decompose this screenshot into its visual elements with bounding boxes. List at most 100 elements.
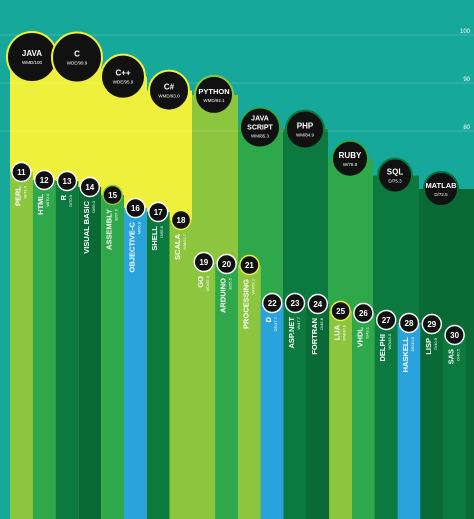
rank-bar-13	[55, 181, 79, 519]
top-circle-9	[377, 157, 413, 194]
rank-number-21: 21	[245, 261, 254, 270]
rank-number-18: 18	[177, 216, 186, 225]
rank-value-label-30: D/40.5	[456, 348, 461, 361]
rank-value-label-16: M/66.8	[136, 221, 141, 234]
rank-bar-12	[32, 180, 56, 519]
rank-value-label-21: WD/53.2	[250, 278, 255, 294]
rank-value-label-13: D/70.0	[68, 194, 73, 207]
rank-name-19: GO	[196, 276, 205, 288]
rank-circle-25	[330, 300, 351, 322]
rank-value-label-17: D/65.5	[159, 225, 164, 238]
rank-circle-15	[102, 184, 123, 206]
rank-value-label-27: WD/43.0	[387, 333, 392, 349]
rank-bar-17	[146, 212, 170, 519]
rank-bar-27	[374, 320, 398, 519]
top-value-label-2: WDE/99.9	[67, 60, 88, 65]
rank-value-label-19: WD/55.6	[205, 275, 210, 291]
rank-bar-29	[420, 324, 444, 519]
top-circle-2	[51, 31, 103, 84]
rank-value-label-11: W/71.4	[22, 185, 27, 198]
rank-name-22: D	[264, 316, 273, 322]
rank-value-label-20: E/55.5	[228, 277, 233, 289]
rank-value-label-23: W/47.7	[296, 316, 301, 329]
top-value-label-6: WM/85.3	[251, 134, 270, 139]
rank-number-25: 25	[336, 307, 345, 316]
top-circle-10	[423, 171, 459, 207]
rank-circle-23	[284, 292, 306, 314]
rank-bar-24	[306, 304, 330, 519]
rank-bar-26	[352, 313, 375, 519]
rank-circle-19	[193, 251, 215, 273]
rank-circle-13	[56, 170, 78, 192]
rank-name-28: HASKELL	[401, 337, 410, 373]
rank-number-17: 17	[154, 208, 163, 217]
rank-name-24: FORTRAN	[310, 318, 319, 355]
rank-name-20: ARDUINO	[219, 278, 228, 313]
rank-circle-18	[170, 209, 192, 231]
top-name-6-2: SCRIPT	[247, 125, 273, 132]
rank-number-14: 14	[85, 183, 94, 192]
rank-name-11: PERL	[13, 186, 22, 206]
rank-circle-26	[353, 302, 374, 324]
rank-bar-20	[215, 264, 238, 519]
rank-number-22: 22	[268, 299, 277, 308]
rank-number-13: 13	[63, 177, 72, 186]
rank-name-25: LUA	[333, 324, 342, 340]
top-circle-5	[194, 74, 234, 115]
rank-bar-11	[10, 172, 33, 519]
top-name-5: PYTHON	[198, 87, 229, 96]
rank-name-23: ASP.NET	[287, 317, 296, 349]
rank-name-13: R	[59, 194, 68, 200]
rank-name-16: OBJECTIVE-C	[127, 221, 136, 272]
rank-value-label-24: D/46.8	[319, 317, 324, 330]
rank-bar-15	[101, 195, 124, 519]
top-value-label-4: WMD/93.0	[158, 94, 180, 99]
top-name-4: C#	[164, 83, 175, 92]
rank-number-15: 15	[108, 191, 117, 200]
rank-number-11: 11	[17, 168, 26, 177]
rank-bar-28	[397, 323, 421, 519]
rank-name-14: VISUAL BASIC	[82, 200, 91, 253]
rank-bar-22	[260, 303, 284, 519]
rank-bar-18	[169, 220, 193, 519]
top-value-label-1: WMD/100	[22, 60, 43, 65]
top-name-6-1: JAVA	[251, 116, 269, 123]
top-value-label-3: WDE/95.9	[113, 80, 134, 85]
top-value-label-5: WMD/92.1	[203, 98, 225, 103]
rank-bar-14	[78, 187, 102, 519]
rank-value-label-26: E/43.1	[364, 326, 369, 338]
rank-circle-20	[216, 253, 237, 275]
rank-circle-27	[376, 309, 397, 331]
rank-bar-23	[283, 303, 307, 519]
top-circle-7	[285, 109, 325, 150]
rank-number-27: 27	[382, 316, 391, 325]
rank-circle-11	[11, 161, 32, 183]
rank-circle-28	[398, 312, 420, 334]
rank-name-17: SHELL	[150, 226, 159, 251]
rank-bar-21	[238, 265, 261, 519]
rank-value-label-15: E/67.6	[114, 208, 119, 220]
rank-number-24: 24	[313, 300, 322, 309]
top-value-label-9: D/75.3	[388, 179, 402, 184]
rank-number-29: 29	[427, 320, 436, 329]
rank-value-label-28: DE/40.8	[410, 336, 415, 351]
top-value-label-10: D/72.5	[434, 192, 448, 197]
marks-layer: JAVA WMD/100 C WDE/99.9 C++ WDE/95.9 C# WMD/93.…	[6, 31, 465, 373]
rank-bar-16	[124, 208, 147, 519]
rank-bar-19	[192, 262, 216, 519]
bars-layer	[10, 57, 474, 519]
rank-name-29: LISP	[424, 338, 433, 355]
rank-circle-14	[79, 176, 101, 198]
top-name-2: C	[74, 49, 80, 58]
rank-number-26: 26	[359, 309, 368, 318]
rank-name-15: ASSEMBLY	[105, 209, 114, 250]
rank-number-30: 30	[450, 331, 459, 340]
rank-number-12: 12	[40, 176, 49, 185]
top-circle-4	[148, 69, 190, 112]
rank-name-26: VHDL	[355, 327, 364, 348]
rank-bar-25	[329, 311, 352, 519]
tick-label-100: 100	[460, 29, 471, 35]
rank-name-30: SAS	[447, 349, 456, 364]
rank-value-label-25: WM/46.6	[342, 324, 347, 341]
rank-value-label-18: WM/62.7	[182, 233, 187, 250]
